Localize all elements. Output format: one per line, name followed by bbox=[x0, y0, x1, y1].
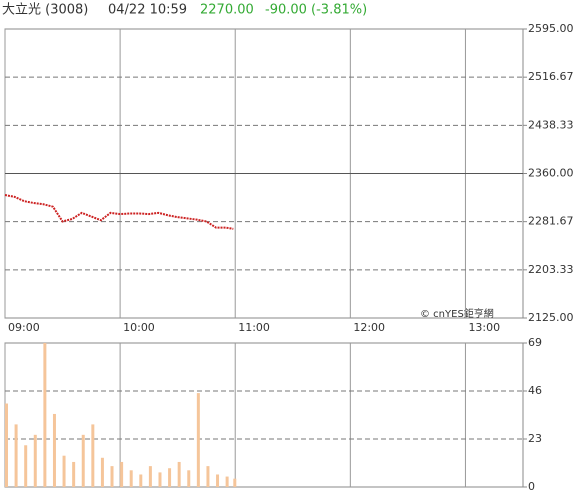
y-tick-label: 69 bbox=[528, 336, 542, 349]
volume-bar bbox=[129, 470, 133, 487]
volume-bar bbox=[148, 466, 152, 487]
volume-bar bbox=[177, 461, 181, 487]
x-tick-label: 10:00 bbox=[123, 321, 155, 334]
y-tick-label: 2203.33 bbox=[528, 263, 574, 276]
volume-bar bbox=[168, 468, 172, 487]
volume-bar bbox=[196, 393, 200, 487]
x-tick-label: 13:00 bbox=[468, 321, 500, 334]
quote-time: 04/22 10:59 bbox=[108, 3, 187, 18]
y-tick-label: 2595.00 bbox=[528, 22, 574, 35]
y-tick-label: 2125.00 bbox=[528, 311, 574, 324]
y-tick-label: 2360.00 bbox=[528, 167, 574, 180]
price-line bbox=[4, 194, 234, 230]
volume-bar bbox=[187, 470, 191, 487]
volume-bar bbox=[43, 343, 47, 487]
y-tick-label: 2516.67 bbox=[528, 70, 574, 83]
y-tick-label: 23 bbox=[528, 432, 542, 445]
volume-bar bbox=[33, 434, 37, 487]
y-tick-label: 46 bbox=[528, 384, 542, 397]
change: -90.00 (-3.81%) bbox=[265, 3, 367, 18]
volume-bar bbox=[100, 457, 104, 487]
y-tick-label: 2281.67 bbox=[528, 215, 574, 228]
watermark: © cnYES鉅亨網 bbox=[420, 307, 494, 320]
volume-bar bbox=[216, 474, 220, 487]
volume-bar bbox=[225, 476, 229, 487]
volume-bar bbox=[5, 403, 8, 487]
volume-bar bbox=[110, 466, 114, 487]
volume-bar bbox=[14, 424, 18, 487]
x-tick-label: 12:00 bbox=[353, 321, 385, 334]
volume-bar bbox=[62, 455, 66, 487]
y-tick-label: 2438.33 bbox=[528, 118, 574, 131]
volume-bar bbox=[91, 424, 95, 487]
y-tick-label: 0 bbox=[528, 480, 535, 493]
volume-bar bbox=[52, 413, 56, 487]
volume-bar bbox=[120, 461, 124, 487]
volume-bar bbox=[139, 474, 143, 487]
volume-bar bbox=[72, 461, 76, 487]
volume-bar bbox=[206, 466, 210, 487]
x-tick-label: 11:00 bbox=[238, 321, 270, 334]
volume-bar bbox=[24, 445, 28, 487]
volume-bar bbox=[158, 472, 162, 487]
stock-name: 大立光 (3008) bbox=[2, 3, 88, 18]
volume-bar bbox=[233, 478, 237, 487]
x-tick-label: 09:00 bbox=[8, 321, 40, 334]
price: 2270.00 bbox=[200, 3, 254, 18]
volume-bar bbox=[81, 434, 85, 487]
